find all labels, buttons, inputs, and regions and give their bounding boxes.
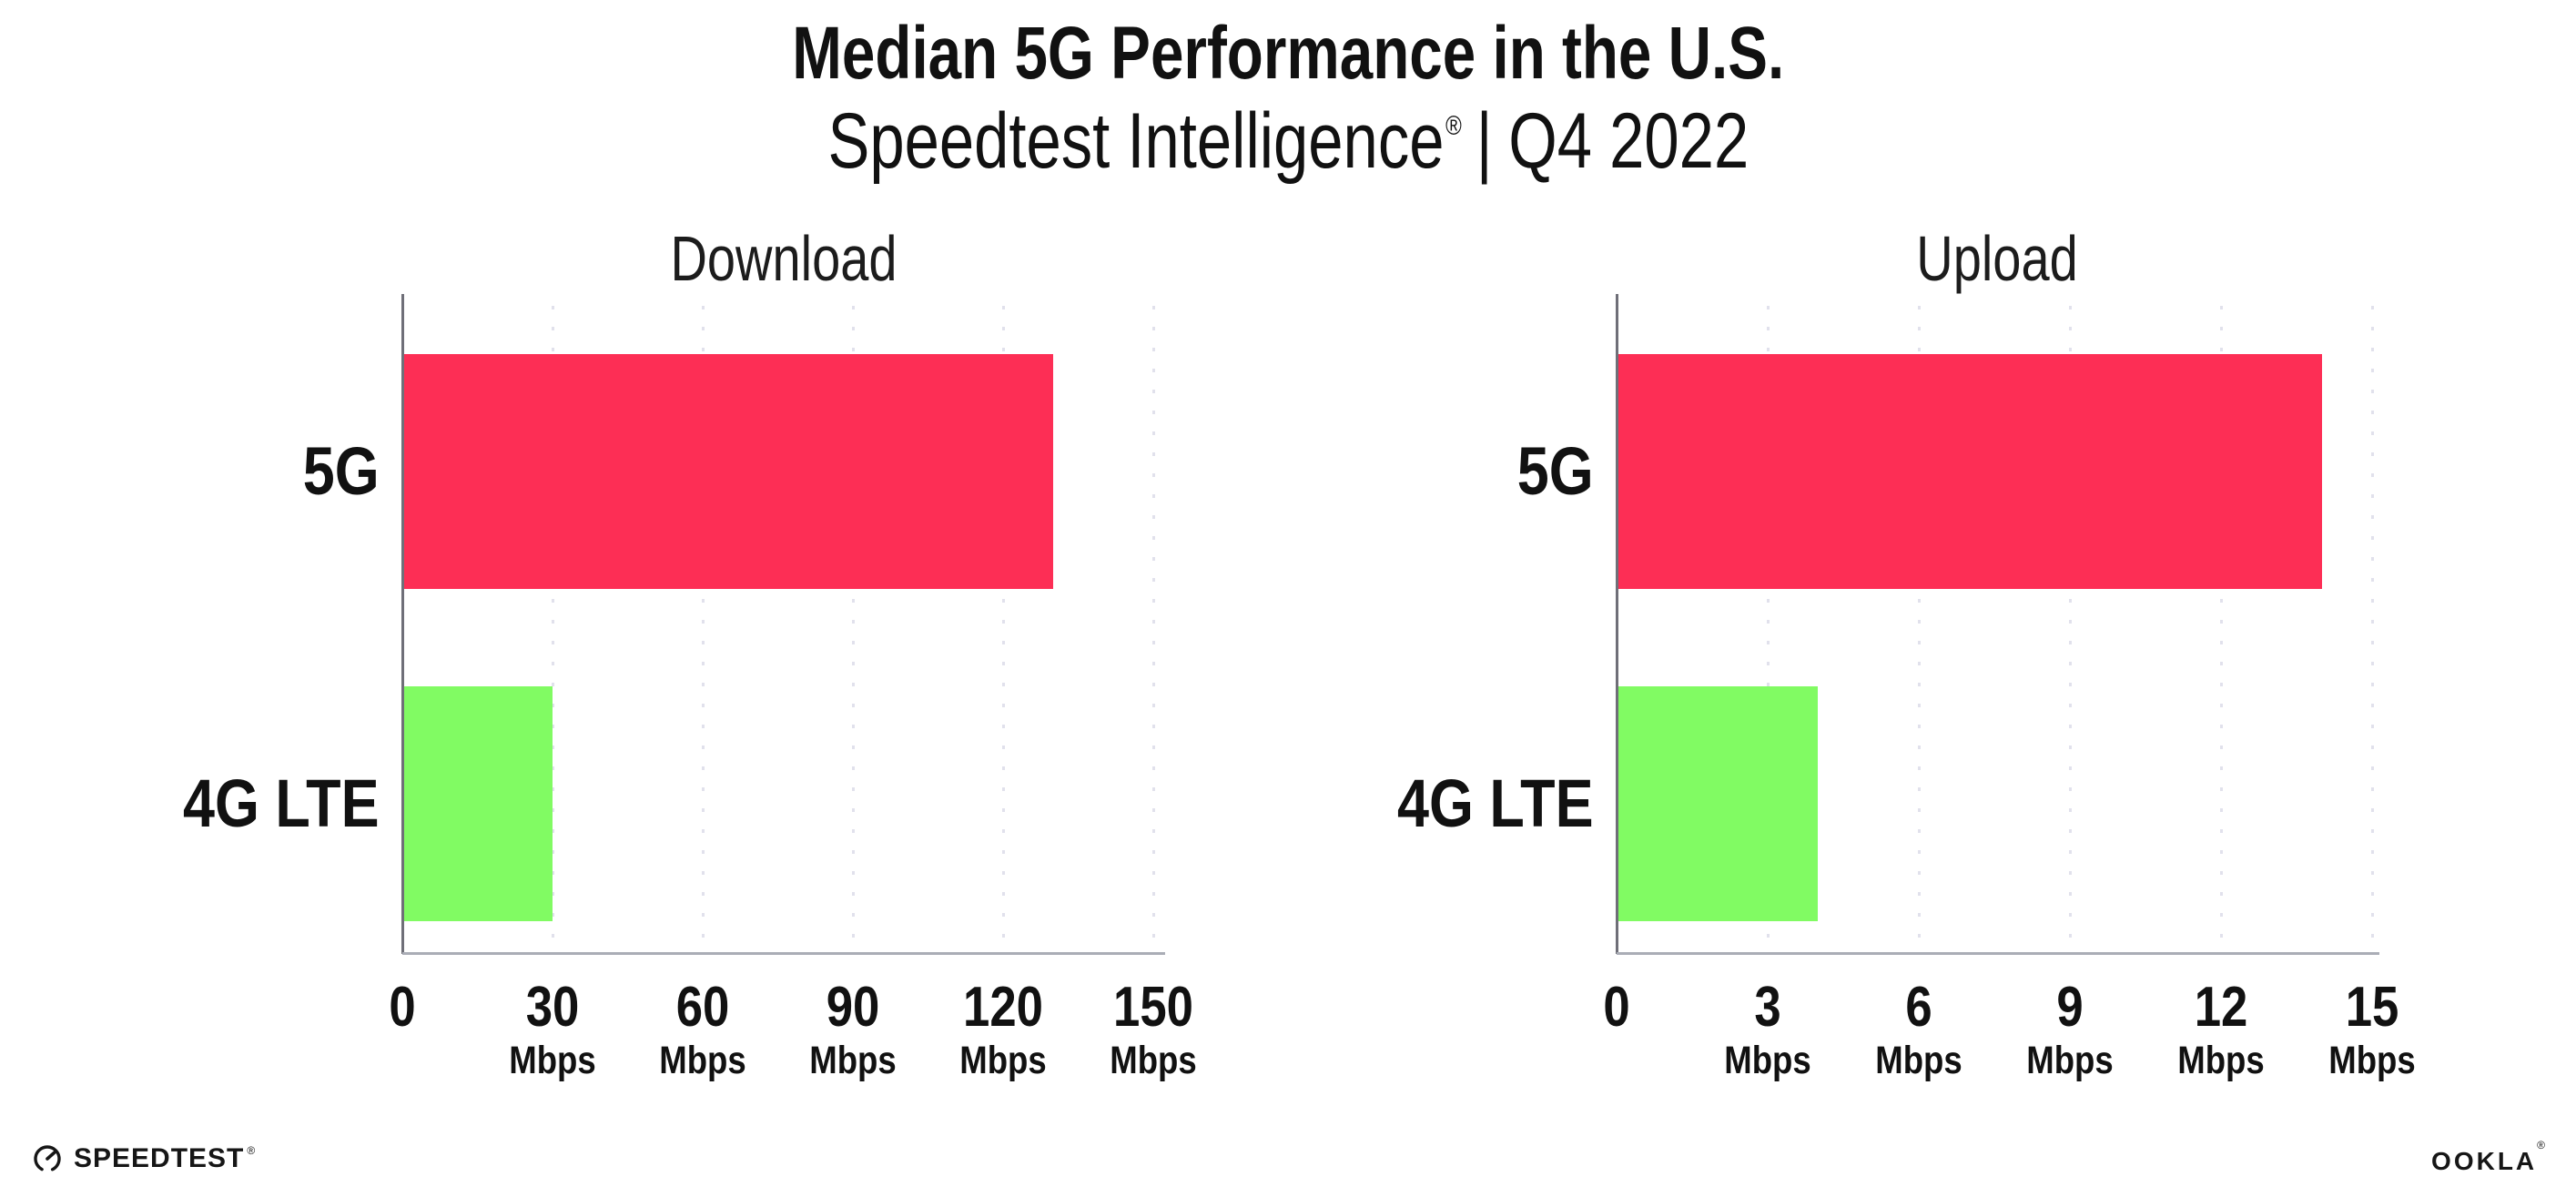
gridline-30 <box>551 306 554 954</box>
bar-4g-lte <box>1617 686 1819 921</box>
gridline-150 <box>1151 306 1155 954</box>
x-tick-label-30: 30 <box>525 976 580 1039</box>
x-tick-unit-30: Mbps <box>509 1039 596 1082</box>
ookla-logo: OOKLA ® <box>2431 1139 2545 1176</box>
bar-4g-lte <box>402 686 553 921</box>
x-tick-label-90: 90 <box>826 976 880 1039</box>
speedtest-wordmark: SPEEDTEST <box>74 1143 245 1173</box>
x-tick-label-12: 12 <box>2194 976 2248 1039</box>
category-label-4g-lte: 4G LTE <box>183 766 380 841</box>
gridline-9 <box>2068 306 2072 954</box>
speedtest-registered-mark: ® <box>247 1144 256 1157</box>
x-axis-line <box>402 952 1165 955</box>
y-axis-line <box>401 294 404 954</box>
x-tick-unit-60: Mbps <box>659 1039 746 1082</box>
page-subtitle: Speedtest Intelligence® | Q4 2022 <box>0 98 2576 185</box>
subtitle-separator: | <box>1476 97 1493 185</box>
gridline-60 <box>701 306 705 954</box>
x-tick-label-3: 3 <box>1754 976 1781 1039</box>
ookla-registered-mark: ® <box>2537 1139 2545 1151</box>
upload-chart-title: Upload <box>1916 223 2078 294</box>
bar-5g <box>402 354 1053 589</box>
x-tick-unit-6: Mbps <box>1875 1039 1962 1082</box>
gridline-12 <box>2219 306 2223 954</box>
speedtest-logo: SPEEDTEST ® <box>33 1143 255 1174</box>
speedtest-gauge-icon <box>34 1145 61 1172</box>
x-tick-label-150: 150 <box>1113 976 1193 1039</box>
x-tick-unit-12: Mbps <box>2177 1039 2265 1082</box>
gridline-90 <box>851 306 855 954</box>
page-title: Median 5G Performance in the U.S. <box>0 12 2576 95</box>
x-tick-unit-9: Mbps <box>2026 1039 2114 1082</box>
category-label-4g-lte: 4G LTE <box>1397 766 1594 841</box>
gridline-15 <box>2370 306 2374 954</box>
download-chart-title: Download <box>670 223 898 294</box>
x-axis-line <box>1617 952 2379 955</box>
gridline-3 <box>1766 306 1770 954</box>
ookla-wordmark: OOKLA <box>2431 1147 2538 1175</box>
x-tick-label-120: 120 <box>963 976 1043 1039</box>
x-tick-unit-120: Mbps <box>959 1039 1047 1082</box>
x-tick-label-9: 9 <box>2056 976 2084 1039</box>
subtitle-brand: Speedtest Intelligence <box>827 97 1445 185</box>
category-label-5g: 5G <box>303 433 380 509</box>
x-tick-label-0: 0 <box>389 976 416 1039</box>
x-tick-unit-150: Mbps <box>1110 1039 1197 1082</box>
x-tick-label-6: 6 <box>1905 976 1932 1039</box>
gridline-6 <box>1917 306 1921 954</box>
x-tick-unit-15: Mbps <box>2328 1039 2416 1082</box>
subtitle-period: Q4 2022 <box>1507 97 1749 185</box>
gridline-120 <box>1001 306 1005 954</box>
x-tick-unit-90: Mbps <box>809 1039 897 1082</box>
x-tick-label-0: 0 <box>1603 976 1630 1039</box>
bar-5g <box>1617 354 2322 589</box>
page-title-text: Median 5G Performance in the U.S. <box>792 12 1784 95</box>
y-axis-line <box>1615 294 1618 954</box>
x-tick-label-15: 15 <box>2345 976 2399 1039</box>
x-tick-label-60: 60 <box>675 976 730 1039</box>
category-label-5g: 5G <box>1517 433 1594 509</box>
registered-mark: ® <box>1445 111 1462 142</box>
x-tick-unit-3: Mbps <box>1724 1039 1811 1082</box>
